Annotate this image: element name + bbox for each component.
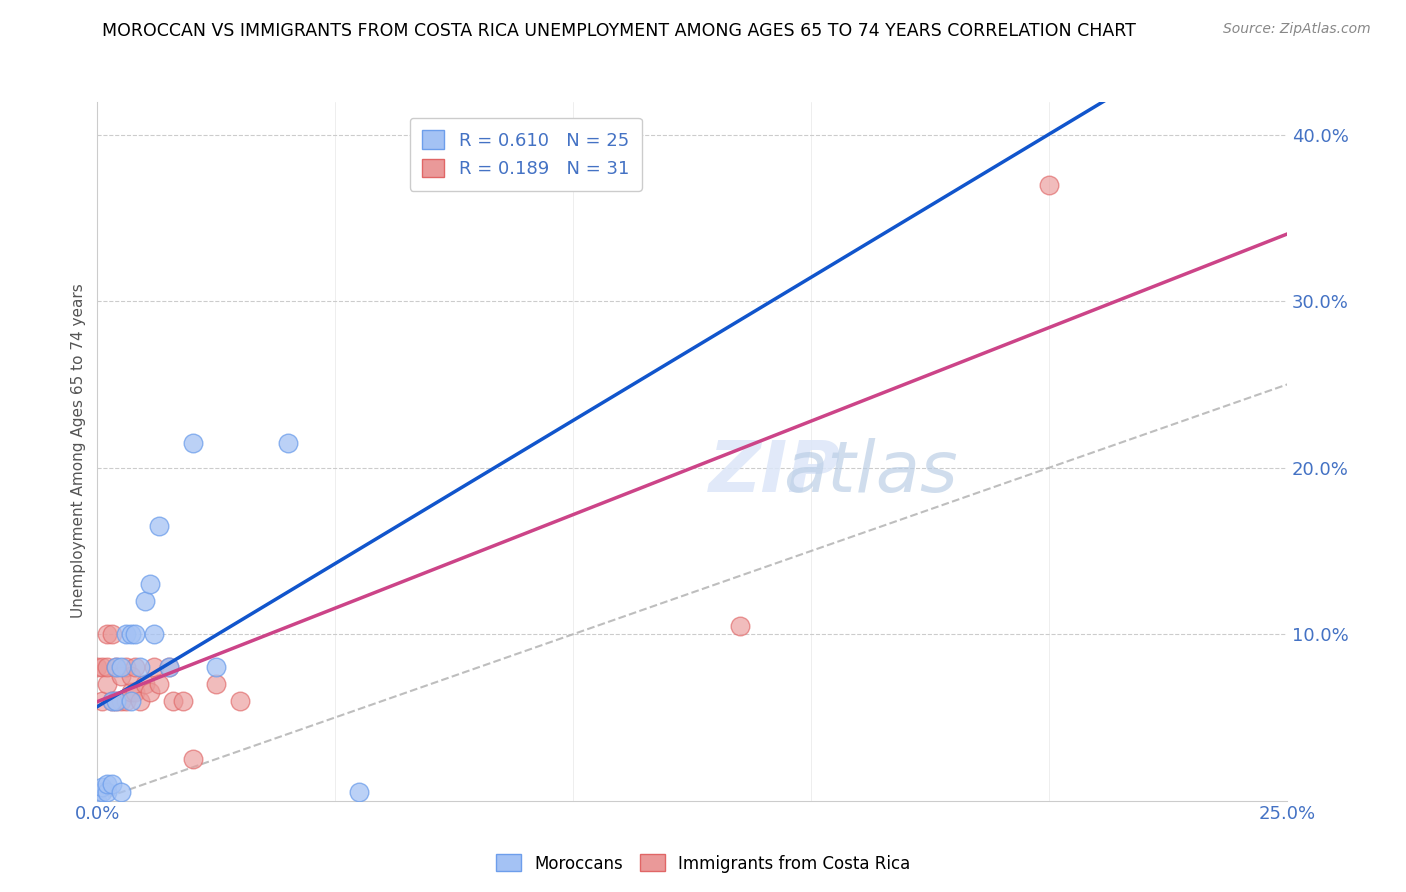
Point [91,780,114,795]
Point [91,694,114,708]
Y-axis label: Unemployment Among Ages 65 to 74 years: Unemployment Among Ages 65 to 74 years [72,284,86,618]
Point [120,669,142,683]
Point [181,435,204,450]
Point [347,785,370,799]
Point [124,685,146,699]
Point [120,627,142,641]
Point [129,660,152,674]
Point [96,777,118,791]
Point [162,694,184,708]
Point [181,752,204,766]
Point [134,677,156,691]
Point [105,694,128,708]
Point [157,660,180,674]
Point [1038,178,1060,192]
Legend: R = 0.610   N = 25, R = 0.189   N = 31: R = 0.610 N = 25, R = 0.189 N = 31 [409,118,641,191]
Text: atlas: atlas [783,438,957,507]
Point [205,677,228,691]
Point [124,660,146,674]
Point [229,694,252,708]
Point [96,660,118,674]
Point [96,627,118,641]
Point [138,577,160,591]
Text: Source: ZipAtlas.com: Source: ZipAtlas.com [1223,22,1371,37]
Point [172,694,194,708]
Point [728,619,751,633]
Point [115,694,138,708]
Point [110,785,132,799]
Point [138,685,160,699]
Point [96,677,118,691]
Point [91,785,114,799]
Point [148,677,170,691]
Text: ZIP: ZIP [710,438,842,507]
Point [120,685,142,699]
Point [124,627,146,641]
Point [110,694,132,708]
Point [129,694,152,708]
Point [105,660,128,674]
Text: MOROCCAN VS IMMIGRANTS FROM COSTA RICA UNEMPLOYMENT AMONG AGES 65 TO 74 YEARS CO: MOROCCAN VS IMMIGRANTS FROM COSTA RICA U… [101,22,1136,40]
Point [100,777,122,791]
Point [205,660,228,674]
Point [143,660,166,674]
Point [110,660,132,674]
Point [277,435,299,450]
Point [148,519,170,533]
Point [96,785,118,799]
Point [86,660,108,674]
Point [120,694,142,708]
Point [100,694,122,708]
Point [115,627,138,641]
Point [134,594,156,608]
Point [105,694,128,708]
Point [105,660,128,674]
Point [86,794,108,808]
Point [110,669,132,683]
Point [157,660,180,674]
Point [91,660,114,674]
Point [115,660,138,674]
Point [100,627,122,641]
Point [100,694,122,708]
Legend: Moroccans, Immigrants from Costa Rica: Moroccans, Immigrants from Costa Rica [489,847,917,880]
Point [143,627,166,641]
